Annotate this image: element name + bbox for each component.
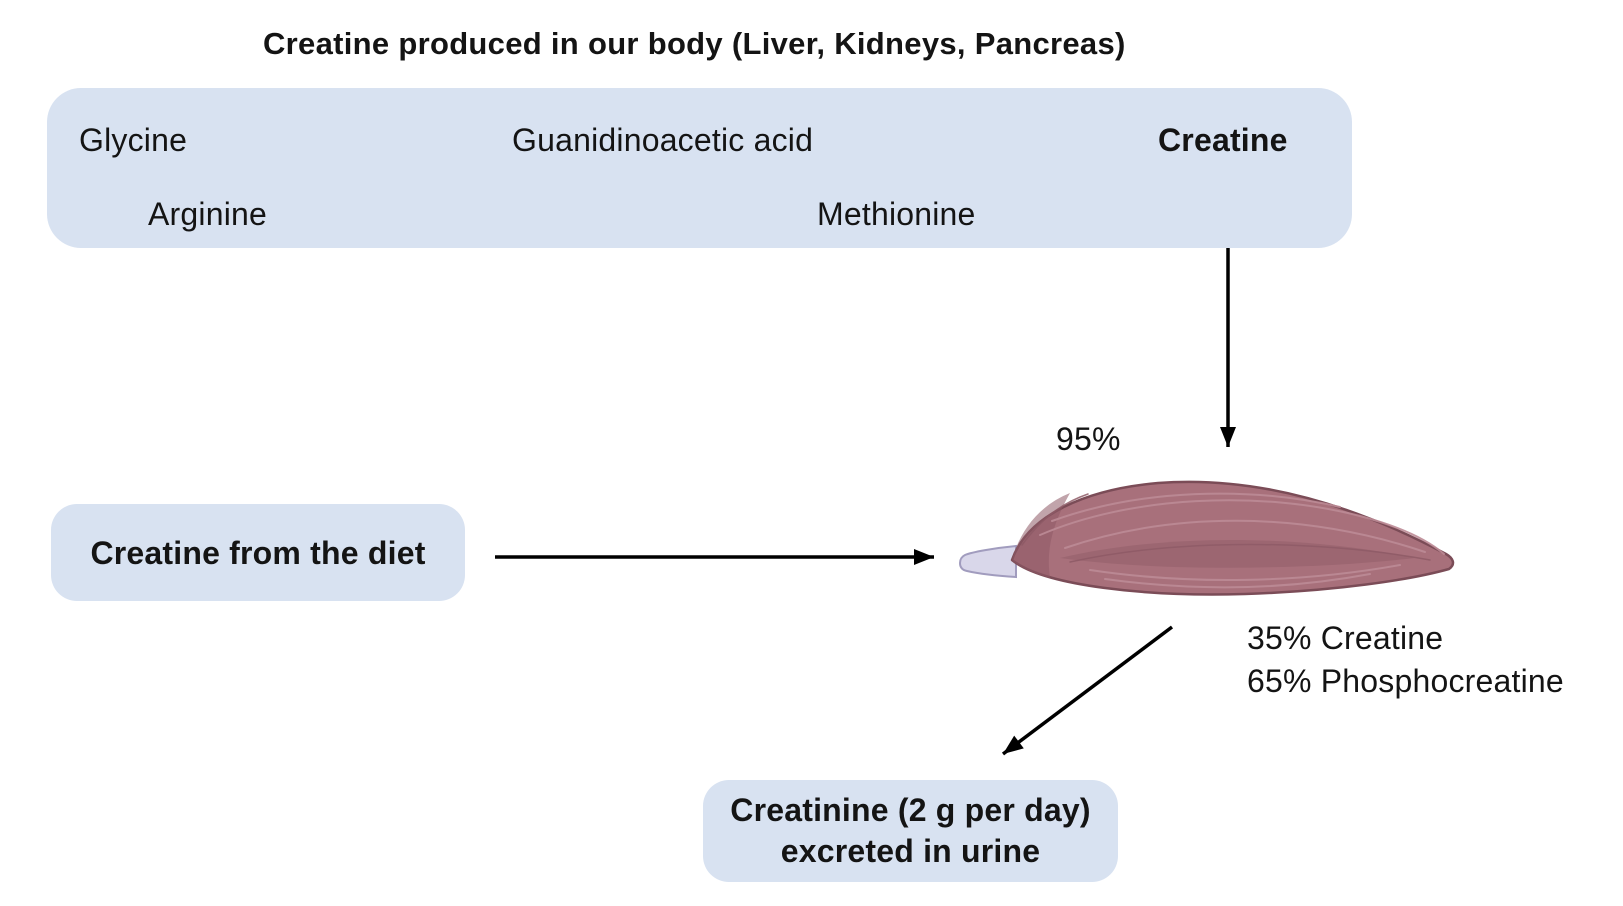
muscle-striations-dark [1021, 493, 1431, 563]
muscle-striations-light [1039, 492, 1445, 589]
synthesis-box [47, 88, 1352, 248]
label-uptake-percent: 95% [1056, 421, 1121, 457]
diet-box-label: Creatine from the diet [90, 534, 426, 571]
label-phosphocreatine-percent: 65% Phosphocreatine [1247, 663, 1564, 699]
arrow-muscle-to-excretion [1001, 625, 1174, 756]
label-guanidinoacetic-acid: Guanidinoacetic acid [512, 122, 814, 158]
label-glycine: Glycine [79, 122, 188, 158]
muscle-body [1010, 480, 1455, 596]
excretion-line2: excreted in urine [780, 833, 1041, 869]
diet-box: Creatine from the diet [51, 504, 465, 601]
muscle-tendon [958, 544, 1017, 579]
label-methionine: Methionine [817, 196, 976, 232]
label-creatine-percent: 35% Creatine [1247, 620, 1444, 656]
excretion-line1: Creatinine (2 g per day) [730, 792, 1091, 828]
diagram-title: Creatine produced in our body (Liver, Ki… [263, 26, 1126, 61]
label-creatine: Creatine [1158, 122, 1288, 158]
excretion-box: Creatinine (2 g per day) excreted in uri… [703, 780, 1118, 882]
muscle-illustration [958, 480, 1455, 596]
muscle-shading-left [1012, 493, 1070, 578]
muscle-shading-mid [1060, 539, 1415, 568]
label-arginine: Arginine [148, 196, 268, 232]
